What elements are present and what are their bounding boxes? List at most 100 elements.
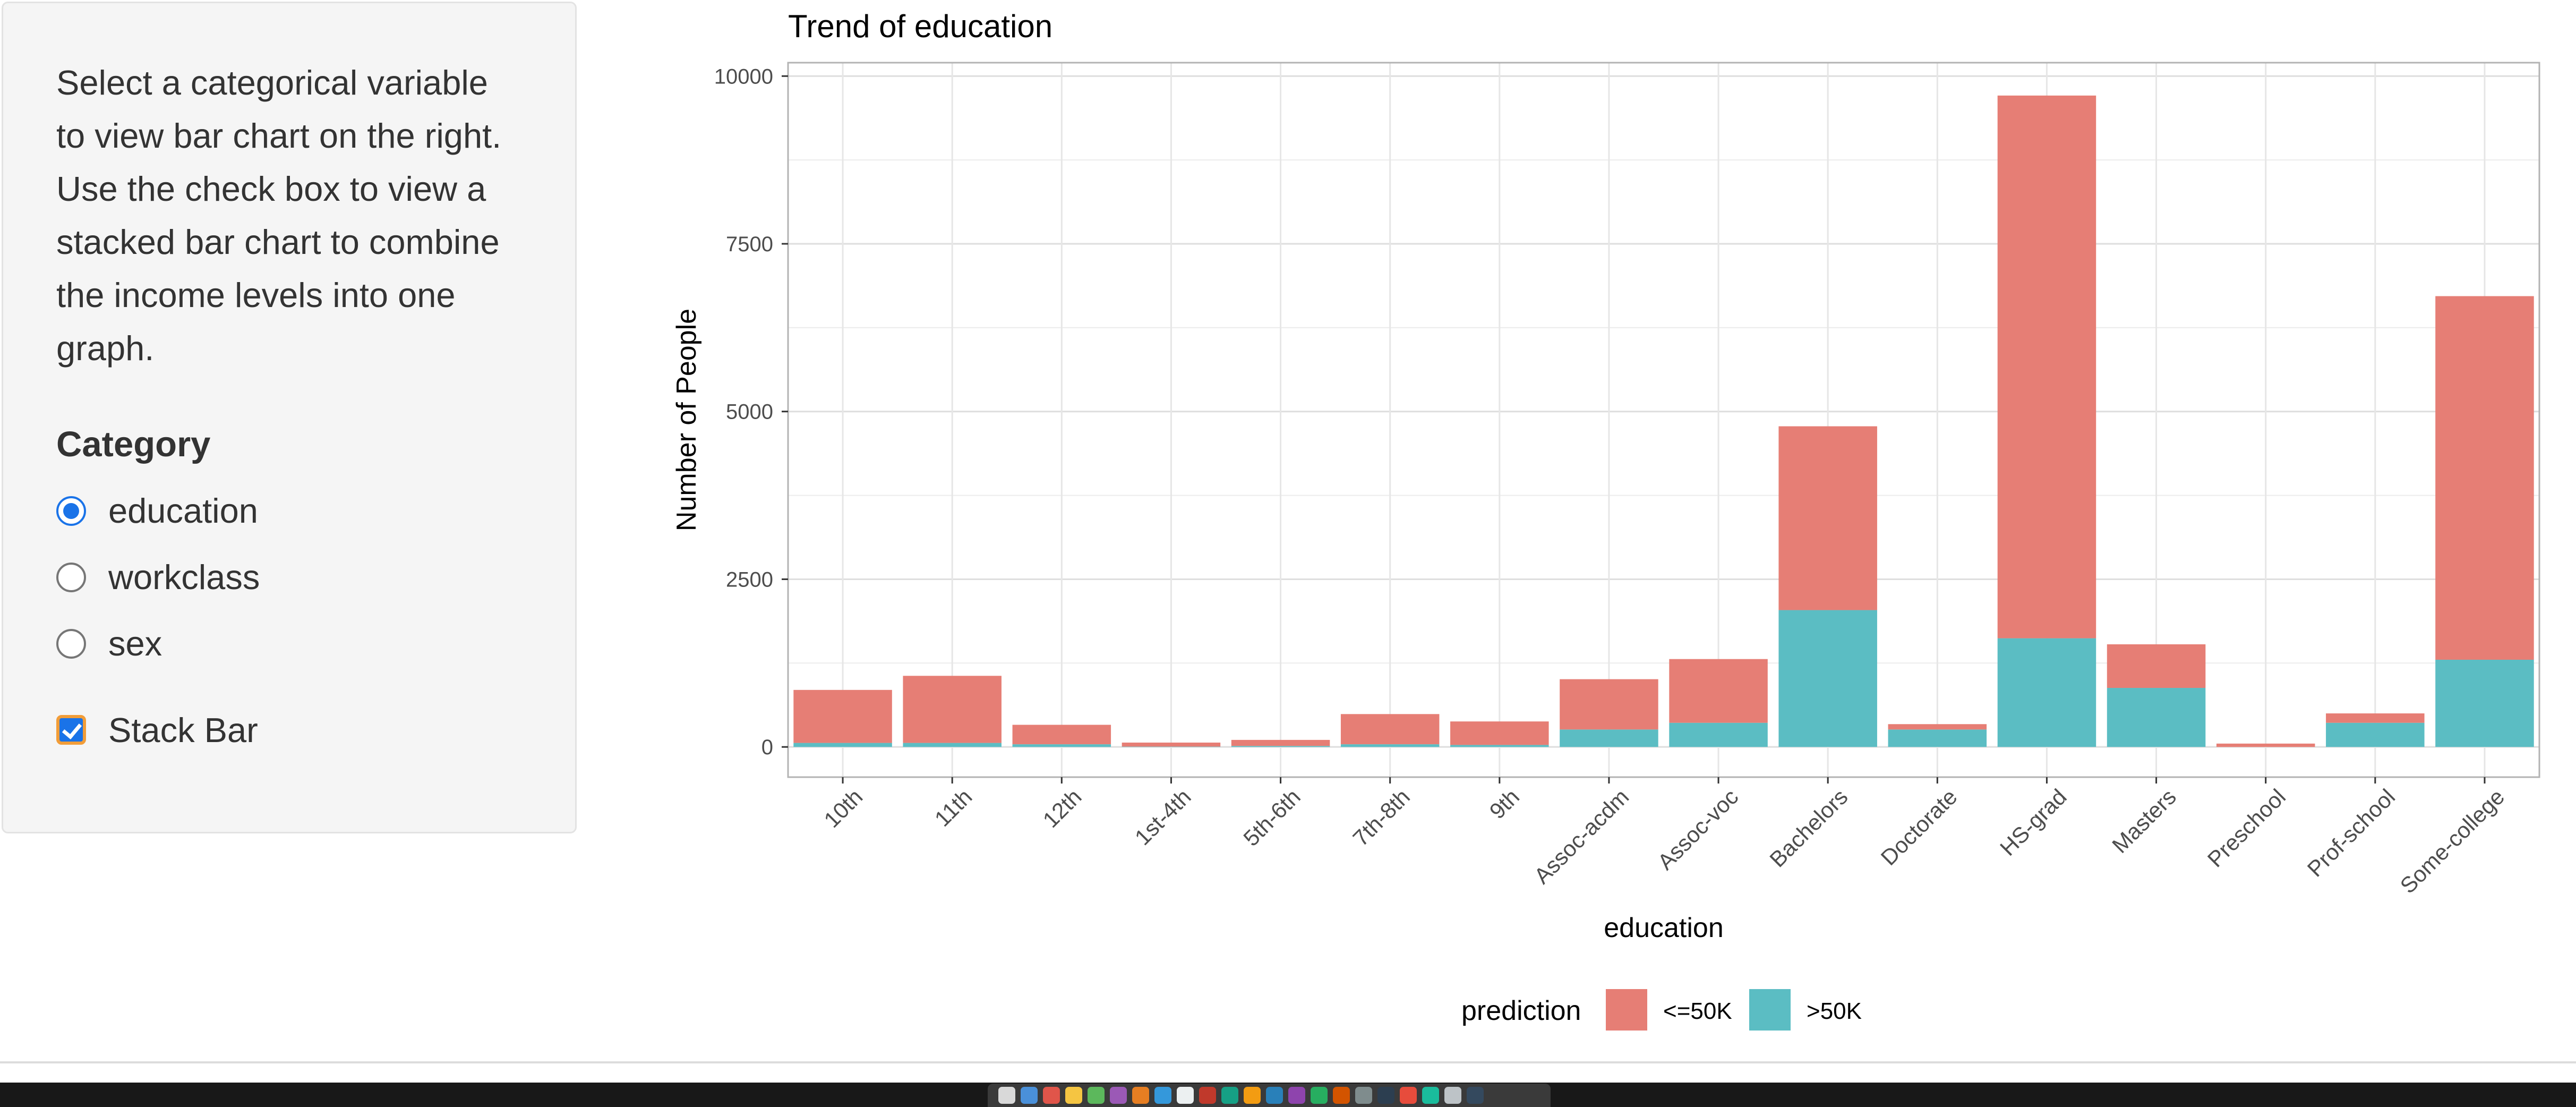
x-tick-label: 12th <box>1038 784 1086 832</box>
bar-gt50k-Bachelors <box>1778 610 1877 747</box>
y-axis-ticks: 0 2500 5000 7500 10000 <box>714 65 788 759</box>
dock-app-icon[interactable] <box>1355 1087 1372 1104</box>
chart-panel-border <box>787 62 2540 778</box>
bar-le50k-Doctorate <box>1888 724 1987 730</box>
legend-title: prediction <box>1461 995 1581 1026</box>
dock-app-icon[interactable] <box>1311 1087 1328 1104</box>
x-tick-label: 10th <box>819 784 867 832</box>
dock-app-icon[interactable] <box>1065 1087 1082 1104</box>
bar-le50k-Prof-school <box>2326 713 2425 723</box>
dock-app-icon[interactable] <box>1177 1087 1194 1104</box>
x-tick-label: 9th <box>1485 784 1525 824</box>
category-radio-group: education workclass sex <box>56 478 522 677</box>
x-tick-label: Doctorate <box>1876 784 1962 870</box>
help-text: Select a categorical variable to view ba… <box>56 63 502 368</box>
bar-le50k-Preschool <box>2216 743 2315 747</box>
bar-le50k-HS-grad <box>1997 95 2096 638</box>
x-tick-label: 1st-4th <box>1130 784 1196 850</box>
bar-le50k-12th <box>1012 725 1111 745</box>
dock-app-icon[interactable] <box>1043 1087 1060 1104</box>
chart-gridlines <box>788 63 2539 777</box>
stack-bar-label[interactable]: Stack Bar <box>108 710 258 750</box>
sidebar-panel: Select a categorical variable to view ba… <box>2 2 577 833</box>
dock-app-icon[interactable] <box>1221 1087 1238 1104</box>
chart-bars <box>793 95 2534 747</box>
bar-le50k-Bachelors <box>1778 426 1877 610</box>
bar-le50k-7th-8th <box>1340 714 1440 745</box>
dock-app-icon[interactable] <box>1467 1087 1484 1104</box>
bar-chart: Trend of education 0 2500 5000 7500 10000 10… <box>671 8 2540 1031</box>
bar-gt50k-9th <box>1450 745 1549 747</box>
dock-app-icon[interactable] <box>1377 1087 1394 1104</box>
x-tick-label: Assoc-voc <box>1653 784 1743 874</box>
dock-app-icon[interactable] <box>1266 1087 1283 1104</box>
x-tick-label: 7th-8th <box>1348 784 1415 851</box>
bar-le50k-11th <box>903 676 1002 743</box>
y-tick-label: 10000 <box>714 65 773 88</box>
bar-gt50k-5th-6th <box>1231 746 1330 747</box>
dock-app-icon[interactable] <box>1244 1087 1261 1104</box>
bar-gt50k-10th <box>793 743 892 747</box>
dock-app-icon[interactable] <box>1021 1087 1038 1104</box>
x-tick-label: Masters <box>2107 784 2181 858</box>
radio-option-sex[interactable]: sex <box>56 610 522 677</box>
bar-gt50k-11th <box>903 743 1002 747</box>
radio-sex[interactable] <box>56 628 86 659</box>
x-tick-label: Preschool <box>2203 784 2290 872</box>
dock-app-icon[interactable] <box>1110 1087 1127 1104</box>
dock-app-icon[interactable] <box>998 1087 1015 1104</box>
dock-app-icon[interactable] <box>1088 1087 1105 1104</box>
bar-le50k-Masters <box>2107 644 2206 688</box>
chart-legend: prediction <=50K >50K <box>1461 989 1862 1031</box>
bar-gt50k-Assoc-acdm <box>1560 729 1658 747</box>
bar-gt50k-12th <box>1012 744 1111 747</box>
dock-app-icon[interactable] <box>1422 1087 1439 1104</box>
radio-option-education[interactable]: education <box>56 478 522 544</box>
dock-app-icon[interactable] <box>1132 1087 1149 1104</box>
page-divider <box>0 1061 2576 1063</box>
x-tick-label: Some-college <box>2395 784 2509 898</box>
y-axis-label: Number of People <box>671 309 702 531</box>
bar-gt50k-Assoc-voc <box>1669 722 1768 747</box>
dock-app-icon[interactable] <box>1333 1087 1350 1104</box>
bar-le50k-Assoc-voc <box>1669 659 1768 723</box>
x-tick-label: Bachelors <box>1765 784 1852 872</box>
x-axis-ticks: 10th 11th 12th 1st-4th 5th-6th 7th-8th 9th Asso… <box>819 777 2509 898</box>
dock-app-icon[interactable] <box>1154 1087 1171 1104</box>
bar-le50k-9th <box>1450 721 1549 745</box>
x-tick-label: 11th <box>930 784 977 831</box>
radio-workclass[interactable] <box>56 562 86 592</box>
legend-label-gt50k: >50K <box>1807 998 1862 1024</box>
radio-label-workclass[interactable]: workclass <box>108 558 260 597</box>
bar-gt50k-Masters <box>2107 688 2206 747</box>
dock-bar <box>988 1084 1551 1107</box>
y-tick-label: 0 <box>761 736 773 759</box>
x-tick-label: 5th-6th <box>1238 784 1305 851</box>
bar-gt50k-7th-8th <box>1340 744 1440 747</box>
y-tick-label: 2500 <box>726 568 773 591</box>
bar-le50k-Some-college <box>2435 296 2534 660</box>
radio-label-sex[interactable]: sex <box>108 624 162 663</box>
legend-key-gt50k <box>1749 989 1791 1031</box>
chart-title: Trend of education <box>788 8 1052 44</box>
legend-label-le50k: <=50K <box>1663 998 1732 1024</box>
dock-app-icon[interactable] <box>1199 1087 1216 1104</box>
stack-bar-checkbox[interactable] <box>56 715 86 745</box>
dock-app-icon[interactable] <box>1288 1087 1305 1104</box>
dock-app-icon[interactable] <box>1444 1087 1461 1104</box>
radio-label-education[interactable]: education <box>108 491 258 530</box>
radio-education[interactable] <box>56 496 86 526</box>
bar-le50k-Assoc-acdm <box>1560 679 1658 730</box>
category-label: Category <box>56 424 211 464</box>
bar-gt50k-Some-college <box>2435 659 2534 747</box>
bar-le50k-5th-6th <box>1231 739 1330 746</box>
dock-app-icon[interactable] <box>1400 1087 1417 1104</box>
bar-gt50k-Prof-school <box>2326 722 2425 747</box>
bar-le50k-1st-4th <box>1122 742 1221 747</box>
legend-key-le50k <box>1606 989 1647 1031</box>
stack-bar-option[interactable]: Stack Bar <box>56 703 522 756</box>
bar-gt50k-HS-grad <box>1997 638 2096 747</box>
x-tick-label: HS-grad <box>1995 784 2072 861</box>
radio-option-workclass[interactable]: workclass <box>56 544 522 610</box>
